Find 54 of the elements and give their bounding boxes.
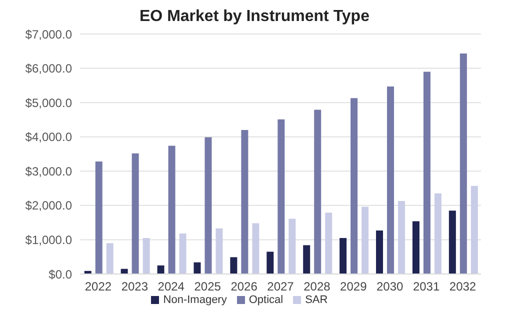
bar (303, 245, 310, 274)
bar (252, 223, 260, 274)
y-tick-label: $1,000.0 (25, 232, 72, 247)
x-tick-label: 2023 (121, 280, 148, 294)
bar (325, 212, 332, 274)
bar (278, 119, 285, 274)
y-tick-label: $3,000.0 (25, 164, 72, 178)
y-tick-label: $4,000.0 (25, 130, 72, 144)
y-tick-label: $2,000.0 (25, 198, 72, 213)
bar (288, 218, 296, 274)
x-tick-label: 2025 (194, 280, 222, 294)
bar (434, 193, 442, 274)
legend-label: Optical (248, 294, 284, 306)
bar (314, 110, 322, 274)
bar (204, 137, 212, 274)
x-tick-label: 2022 (84, 280, 112, 294)
bar (168, 146, 176, 274)
bar (470, 186, 478, 274)
bar (157, 265, 164, 274)
bar (230, 257, 238, 274)
x-tick-label: 2028 (304, 280, 331, 294)
bar (132, 153, 139, 274)
bar (216, 228, 223, 274)
y-tick-label: $0.0 (48, 267, 72, 282)
legend-label: SAR (305, 294, 328, 306)
x-tick-label: 2027 (267, 280, 294, 294)
bar (362, 206, 369, 274)
bar (241, 130, 248, 274)
x-tick-label: 2026 (230, 280, 258, 294)
bar (387, 86, 394, 274)
y-tick-label: $6,000.0 (25, 62, 72, 76)
bar (350, 98, 358, 274)
bar (340, 238, 347, 274)
chart-title: EO Market by Instrument Type (138, 8, 370, 26)
bar (106, 243, 114, 274)
bar (142, 238, 150, 274)
x-tick-label: 2030 (376, 280, 404, 294)
bar (266, 252, 274, 274)
x-tick-label: 2032 (449, 280, 476, 294)
y-tick-label: $7,000.0 (25, 27, 72, 42)
y-tick-label: $5,000.0 (25, 96, 72, 110)
bar (423, 72, 430, 274)
x-tick-label: 2029 (340, 280, 368, 294)
bar (194, 262, 201, 274)
bar (460, 54, 467, 274)
bar (448, 210, 456, 274)
x-tick-label: 2031 (412, 280, 440, 294)
bar (398, 200, 406, 274)
x-tick-label: 2024 (158, 280, 185, 294)
bar (412, 221, 420, 274)
bar (376, 230, 384, 274)
bar (95, 162, 102, 274)
legend-label: Non-Imagery (163, 294, 227, 306)
bar (179, 234, 186, 274)
